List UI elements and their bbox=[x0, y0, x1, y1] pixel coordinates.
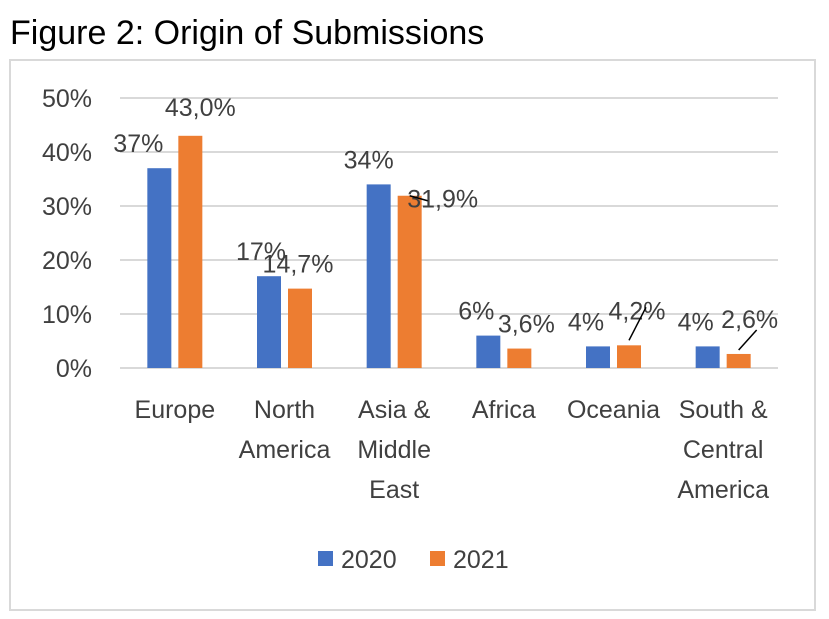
y-tick-label: 10% bbox=[42, 301, 92, 329]
legend-label: 2020 bbox=[341, 546, 397, 574]
x-category-label: Africa bbox=[472, 396, 536, 424]
data-label: 17% bbox=[236, 238, 286, 266]
data-label: 3,6% bbox=[498, 311, 555, 339]
data-label: 6% bbox=[458, 298, 494, 326]
x-category-label-line: Oceania bbox=[567, 396, 660, 424]
bar-2021 bbox=[288, 288, 312, 368]
x-category-label: Oceania bbox=[567, 396, 660, 424]
y-tick-label: 50% bbox=[42, 85, 92, 113]
y-tick-label: 40% bbox=[42, 139, 92, 167]
x-category-label-line: Asia & bbox=[358, 396, 431, 424]
bar-2021 bbox=[726, 353, 751, 368]
label-leader-line bbox=[738, 329, 758, 351]
x-category-label-line: America bbox=[239, 436, 331, 464]
bar-2020 bbox=[586, 346, 610, 368]
data-label: 2,6% bbox=[721, 306, 778, 334]
data-label: 31,9% bbox=[407, 186, 478, 214]
data-label: 4% bbox=[678, 308, 714, 336]
x-category-label-line: North bbox=[254, 396, 315, 424]
bar-2021 bbox=[507, 348, 532, 368]
label-leader-line bbox=[628, 306, 647, 341]
data-label: 34% bbox=[344, 146, 394, 174]
bar-2020 bbox=[695, 346, 720, 368]
bar-2021 bbox=[397, 195, 422, 368]
legend-label: 2021 bbox=[453, 546, 509, 574]
x-category-label-line: Europe bbox=[135, 396, 216, 424]
y-tick-label: 30% bbox=[42, 193, 92, 221]
bar-2020 bbox=[147, 168, 172, 368]
x-category-label-line: East bbox=[369, 476, 419, 504]
data-label: 4% bbox=[568, 308, 604, 336]
x-category-label-line: Middle bbox=[357, 436, 431, 464]
bar-2021 bbox=[178, 135, 203, 368]
x-category-label: Asia & Middle East bbox=[357, 396, 431, 504]
x-category-label-line: Africa bbox=[472, 396, 536, 424]
bar-2020 bbox=[257, 276, 281, 368]
x-category-label: North America bbox=[239, 396, 331, 464]
label-leader-line bbox=[409, 195, 428, 202]
x-category-label-line: South & bbox=[679, 396, 768, 424]
data-label: 14,7% bbox=[263, 251, 334, 279]
x-category-label: Europe bbox=[135, 396, 216, 424]
x-category-label-line: Central bbox=[683, 436, 764, 464]
x-category-label-line: America bbox=[677, 476, 769, 504]
x-category-label: South & Central America bbox=[677, 396, 769, 504]
y-tick-label: 20% bbox=[42, 247, 92, 275]
bar-2021 bbox=[617, 345, 641, 368]
bar-2020 bbox=[366, 184, 391, 368]
figure-title: Figure 2: Origin of Submissions bbox=[10, 14, 485, 52]
bar-2020 bbox=[476, 335, 501, 368]
legend-swatch-2021 bbox=[430, 551, 445, 566]
y-tick-label: 0% bbox=[56, 355, 92, 383]
chart-frame bbox=[9, 59, 816, 611]
data-label: 43,0% bbox=[165, 94, 236, 122]
data-label: 4,2% bbox=[609, 297, 666, 325]
data-label: 37% bbox=[113, 130, 163, 158]
legend-swatch-2020 bbox=[318, 551, 333, 566]
